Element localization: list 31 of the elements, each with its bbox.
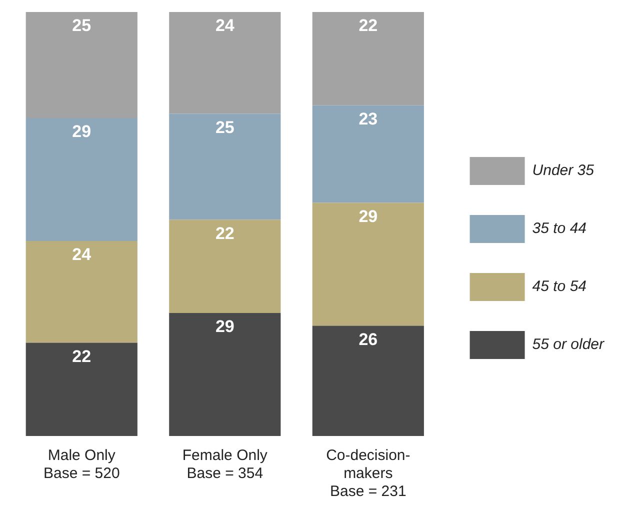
legend-label: 55 or older: [532, 336, 606, 354]
data-label: 22: [358, 16, 378, 36]
bar: [26, 12, 138, 118]
bar: [169, 313, 281, 436]
bar: [26, 342, 138, 436]
bar: [26, 118, 138, 241]
bar: [312, 202, 424, 326]
x-tick-label: Male Only Base = 520: [43, 447, 120, 482]
bar: [26, 240, 138, 343]
bar: [312, 326, 424, 436]
legend-label: Under 35: [532, 162, 595, 180]
bar: [169, 12, 281, 114]
data-label: 26: [358, 330, 378, 349]
x-tick-label: Co-decision- makers Base = 231: [326, 447, 410, 500]
data-label: 22: [215, 224, 234, 243]
bar: [312, 105, 424, 203]
data-label: 23: [358, 109, 378, 128]
bar: [312, 12, 424, 106]
x-tick-label: Female Only Base = 354: [182, 447, 268, 482]
data-label: 24: [72, 245, 92, 264]
data-label: 25: [215, 118, 234, 137]
bar: [169, 220, 281, 314]
legend-label: 35 to 44: [532, 220, 587, 238]
data-label: 25: [72, 16, 92, 36]
legend-label: 45 to 54: [532, 278, 587, 296]
data-label: 29: [358, 206, 378, 226]
data-label: 24: [215, 16, 235, 36]
bar: [169, 114, 281, 220]
data-label: 29: [215, 317, 234, 336]
data-label: 22: [72, 346, 92, 366]
data-label: 29: [72, 122, 92, 142]
